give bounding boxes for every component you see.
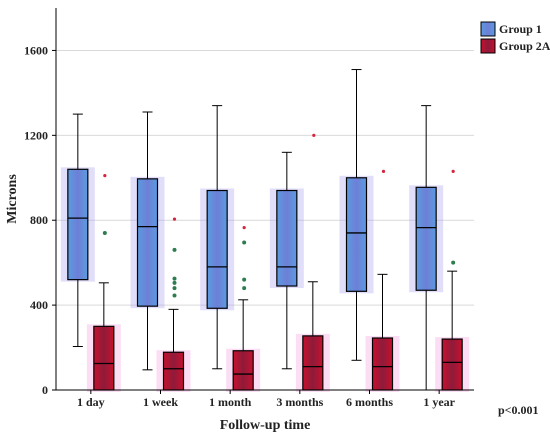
outlier-point [451, 260, 456, 265]
plot-area [56, 8, 474, 390]
outlier-point [312, 133, 316, 137]
y-tick-label: 1600 [24, 43, 48, 57]
outlier-point [103, 174, 107, 178]
x-tick-label: 1 month [209, 395, 252, 409]
y-tick-label: 1200 [24, 128, 48, 142]
outlier-point [172, 217, 177, 221]
significance-note: p<0.001 [498, 403, 539, 417]
outlier-point [172, 276, 177, 281]
box [93, 325, 115, 391]
outlier-point [451, 169, 455, 174]
box [345, 177, 368, 292]
outlier-point [172, 280, 177, 285]
outlier-point [172, 293, 177, 298]
outlier-point [172, 286, 177, 291]
outlier-point [242, 277, 247, 282]
outlier-point [242, 240, 247, 245]
axes: 0 400 800 1200 1600 1 day 1 week 1 month 3 month… [24, 8, 474, 409]
box [206, 189, 228, 309]
legend-label: Group 2A [499, 39, 550, 53]
outlier-point [102, 230, 107, 235]
legend: Group 1 Group 2A [480, 21, 550, 54]
box [415, 186, 437, 291]
box [232, 350, 254, 391]
legend-swatch [480, 21, 496, 37]
outlier-point [242, 226, 246, 230]
box [162, 351, 185, 391]
box [371, 337, 394, 391]
grid [56, 49, 474, 306]
x-axis-title: Follow-up time [220, 418, 311, 433]
x-tick-label: 3 months [276, 395, 323, 409]
box [67, 168, 89, 281]
y-tick-label: 800 [30, 213, 48, 227]
outlier-point [172, 247, 177, 252]
box [441, 338, 463, 391]
x-tick-label: 1 week [143, 395, 178, 409]
box [136, 178, 159, 307]
legend-label: Group 1 [499, 22, 542, 36]
box [276, 189, 298, 287]
box [302, 335, 324, 391]
x-tick-label: 1 day [77, 395, 105, 409]
y-tick-label: 400 [30, 298, 48, 312]
legend-swatch [480, 38, 496, 54]
y-tick-label: 0 [42, 383, 48, 397]
outlier-point [242, 286, 247, 291]
y-axis-title: Microns [5, 174, 20, 224]
x-tick-label: 6 months [346, 395, 393, 409]
outlier-point [381, 169, 386, 174]
x-tick-label: 1 year [423, 395, 455, 409]
